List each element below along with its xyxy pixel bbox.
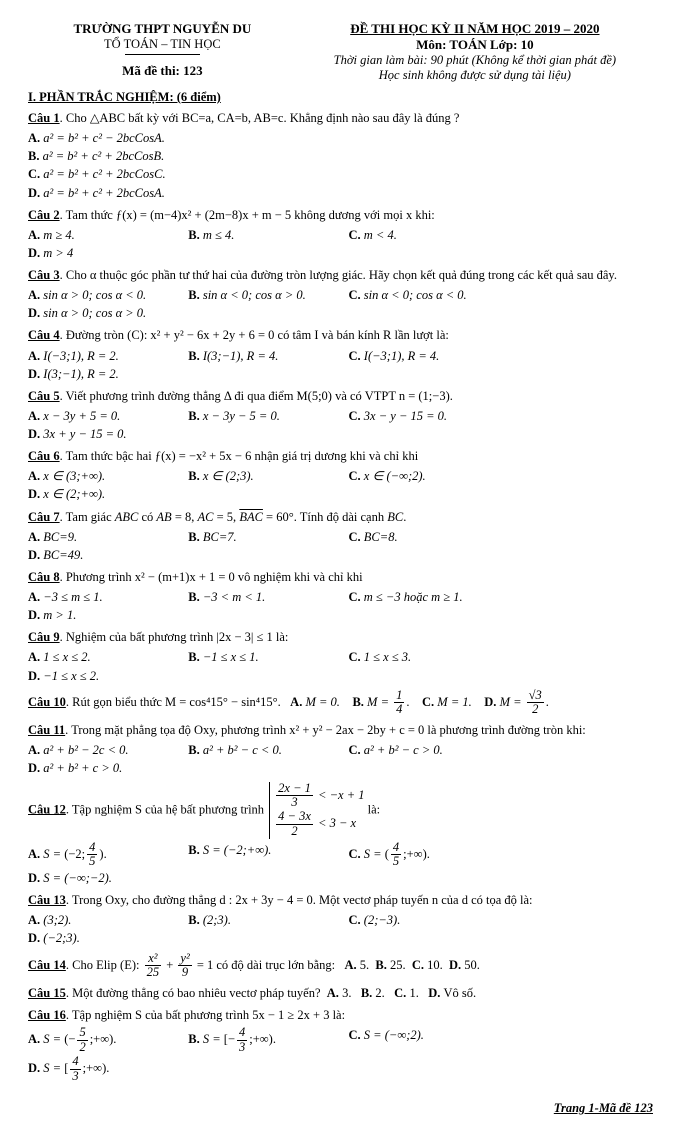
system-brace: 2x − 13 < −x + 1 4 − 3x2 < 3 − x xyxy=(269,782,364,839)
q13: Câu 13. Trong Oxy, cho đường thẳng d : 2… xyxy=(28,891,653,947)
rule-left xyxy=(125,54,200,55)
q6: Câu 6. Tam thức bậc hai ƒ(x) = −x² + 5x … xyxy=(28,447,653,503)
page-footer: Trang 1-Mã đề 123 xyxy=(28,1101,653,1116)
header-block: TRƯỜNG THPT NGUYỄN DU TỔ TOÁN – TIN HỌC … xyxy=(28,20,653,84)
q8: Câu 8. Phương trình x² − (m+1)x + 1 = 0 … xyxy=(28,568,653,624)
q7: Câu 7. Tam giác ABC có AB = 8, AC = 5, B… xyxy=(28,508,653,564)
exam-rule: Học sinh không được sử dụng tài liệu) xyxy=(298,68,652,83)
q4: Câu 4. Đường tròn (C): x² + y² − 6x + 2y… xyxy=(28,326,653,382)
school-name: TRƯỜNG THPT NGUYỄN DU xyxy=(29,21,296,37)
q12: Câu 12. Tập nghiệm S của hệ bất phương t… xyxy=(28,782,653,888)
exam-title: ĐỀ THI HỌC KỲ II NĂM HỌC 2019 – 2020 xyxy=(298,21,652,37)
q3: Câu 3. Cho α thuộc góc phần tư thứ hai c… xyxy=(28,266,653,322)
q16: Câu 16. Tập nghiệm S của bất phương trìn… xyxy=(28,1006,653,1083)
q2: Câu 2. Tam thức ƒ(x) = (m−4)x² + (2m−8)x… xyxy=(28,206,653,262)
q5: Câu 5. Viết phương trình đường thẳng Δ đ… xyxy=(28,387,653,443)
department: TỔ TOÁN – TIN HỌC xyxy=(29,37,296,52)
q15: Câu 15. Một đường thẳng có bao nhiêu vec… xyxy=(28,984,653,1002)
q11: Câu 11. Trong mặt phẳng tọa độ Oxy, phươ… xyxy=(28,721,653,777)
exam-subject: Môn: TOÁN Lớp: 10 xyxy=(298,37,652,53)
q1: Câu 1. Cho △ABC bất kỳ với BC=a, CA=b, A… xyxy=(28,109,653,202)
q14: Câu 14. Cho Elip (E): x²25 + y²9 = 1 có … xyxy=(28,952,653,981)
exam-time: Thời gian làm bài: 90 phút (Không kể thờ… xyxy=(298,53,652,68)
exam-page: TRƯỜNG THPT NGUYỄN DU TỔ TOÁN – TIN HỌC … xyxy=(0,0,681,1126)
q9: Câu 9. Nghiệm của bất phương trình |2x −… xyxy=(28,628,653,684)
exam-code: Mã đề thi: 123 xyxy=(29,63,296,79)
section-1-title: I. PHẦN TRẮC NGHIỆM: (6 điểm) xyxy=(28,90,653,105)
q10: Câu 10. Rút gọn biểu thức M = cos⁴15° − … xyxy=(28,689,653,718)
